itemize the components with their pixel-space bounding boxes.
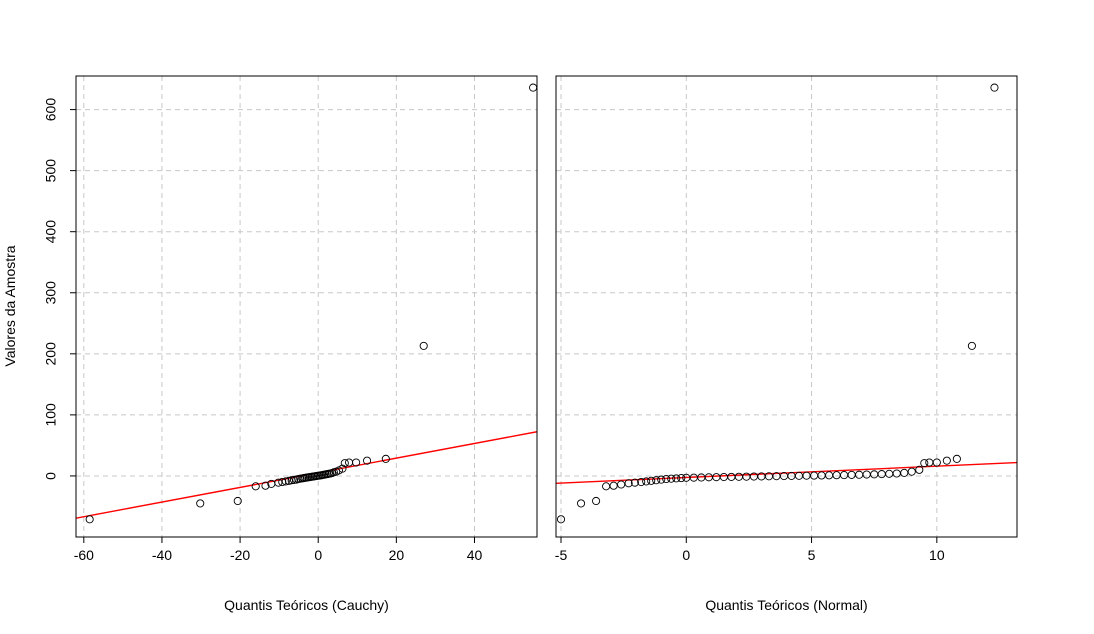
data-point xyxy=(556,515,566,524)
data-point xyxy=(642,477,651,486)
x-tick-label: 0 xyxy=(682,547,690,563)
data-point xyxy=(352,458,361,467)
y-tick-label: 0 xyxy=(43,472,59,480)
data-point xyxy=(363,456,372,465)
x-tick-label: 10 xyxy=(929,547,945,563)
x-tick-label: 20 xyxy=(389,547,405,563)
data-point xyxy=(251,482,260,491)
data-point xyxy=(85,515,94,524)
data-point xyxy=(261,481,270,490)
data-point xyxy=(877,470,886,479)
x-tick-label: 40 xyxy=(467,547,483,563)
reference-line xyxy=(76,431,537,519)
data-point xyxy=(652,476,661,485)
data-point xyxy=(925,458,934,467)
data-point xyxy=(630,478,639,487)
data-point xyxy=(967,341,976,350)
data-point xyxy=(419,341,428,350)
data-point xyxy=(647,476,656,485)
x-axis-label-cauchy: Quantis Teóricos (Cauchy) xyxy=(224,597,389,613)
x-axis-label-normal: Quantis Teóricos (Normal) xyxy=(705,597,867,613)
plot-area xyxy=(76,76,537,537)
data-point xyxy=(592,496,601,506)
x-tick-label: -5 xyxy=(555,547,568,563)
data-point xyxy=(196,499,205,508)
data-point xyxy=(340,459,349,468)
qq-panel-cauchy: -60 -40 -20 0 20 400100200300400500600Quantis… xyxy=(43,75,538,613)
data-point xyxy=(832,471,841,480)
data-point xyxy=(577,499,586,508)
plot-frame xyxy=(555,75,1018,538)
data-point xyxy=(862,470,871,479)
data-point xyxy=(381,454,390,463)
data-point xyxy=(529,83,537,92)
qq-panel-normal: -5 0 5 10 Quantis Teóricos (Normal) xyxy=(555,75,1018,613)
data-point xyxy=(672,474,681,483)
data-point xyxy=(712,473,721,482)
y-tick-label: 100 xyxy=(43,403,59,427)
y-tick-label: 300 xyxy=(43,281,59,305)
data-point xyxy=(677,474,686,483)
data-point xyxy=(624,479,633,488)
data-point xyxy=(892,469,901,478)
data-point xyxy=(719,472,728,482)
data-point xyxy=(990,83,999,92)
data-point xyxy=(338,464,347,473)
data-point xyxy=(657,475,666,484)
data-point xyxy=(907,467,916,476)
data-point xyxy=(840,471,849,480)
data-point xyxy=(704,473,713,482)
data-point xyxy=(855,470,864,479)
data-point xyxy=(870,470,879,479)
data-point xyxy=(734,472,743,481)
y-tick-label: 500 xyxy=(43,159,59,183)
plot-area xyxy=(556,76,1017,537)
data-point xyxy=(952,454,961,463)
data-point xyxy=(233,496,242,506)
data-point xyxy=(345,458,354,467)
data-point xyxy=(667,474,676,483)
data-point xyxy=(727,472,736,481)
data-point xyxy=(932,458,941,467)
data-point xyxy=(662,474,671,484)
data-point xyxy=(617,480,626,489)
y-tick-label: 400 xyxy=(43,220,59,244)
data-point xyxy=(602,482,611,491)
data-point xyxy=(847,470,856,479)
x-tick-label: -60 xyxy=(74,547,94,563)
y-tick-label: 200 xyxy=(43,342,59,366)
data-point xyxy=(825,471,834,480)
x-tick-label: -20 xyxy=(230,547,250,563)
x-tick-label: 5 xyxy=(808,547,816,563)
data-point xyxy=(281,477,290,486)
data-point xyxy=(637,477,646,487)
data-point xyxy=(920,459,929,468)
x-tick-label: 0 xyxy=(314,547,322,563)
x-tick-label: -40 xyxy=(152,547,172,563)
plot-frame xyxy=(75,75,538,538)
data-point xyxy=(900,468,909,477)
data-point xyxy=(915,465,924,474)
data-point xyxy=(942,456,951,465)
y-tick-label: 600 xyxy=(43,98,59,122)
data-point xyxy=(609,481,618,490)
shared-y-axis-label: Valores da Amostra xyxy=(2,245,18,366)
